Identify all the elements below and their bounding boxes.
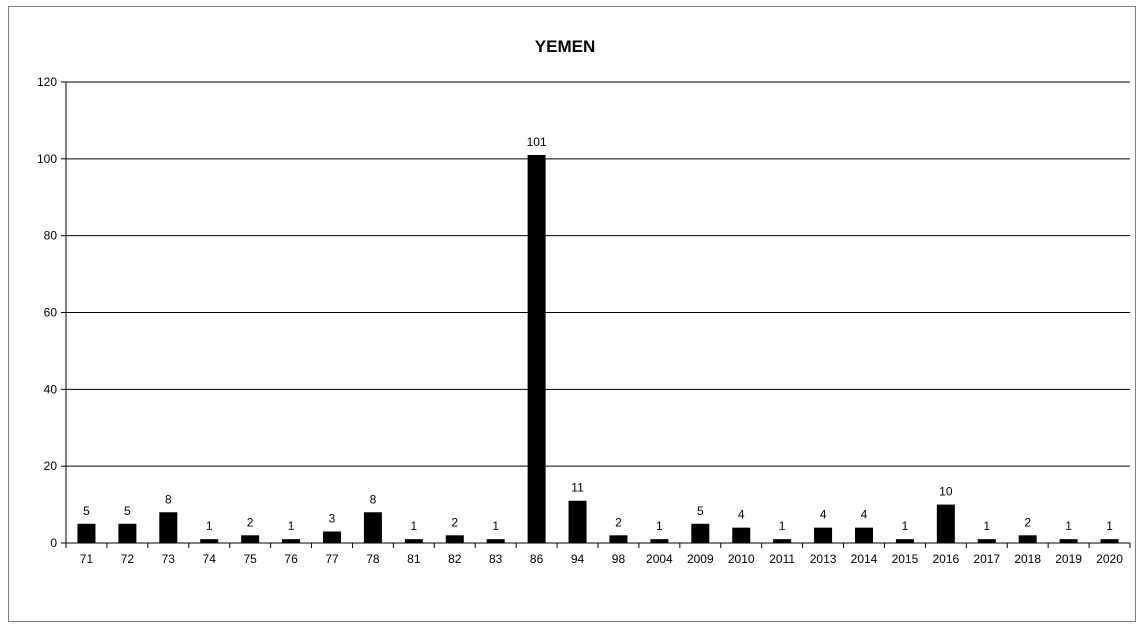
bar [363,512,382,543]
data-label: 10 [939,485,953,499]
data-label: 4 [738,508,745,522]
data-label: 1 [288,519,295,533]
bar [322,531,342,543]
data-label: 11 [571,481,584,495]
bar [404,539,423,543]
bar [159,512,178,543]
x-tick-label: 98 [612,552,626,566]
data-label: 5 [697,504,704,518]
data-label: 1 [492,519,499,533]
x-tick-label: 86 [530,552,544,566]
data-label: 8 [370,492,377,506]
chart-title: YEMEN [535,37,595,56]
bar [241,535,260,543]
x-tick-label: 2013 [810,552,837,566]
bar [732,527,751,543]
y-tick-label: 100 [37,152,57,166]
data-label: 1 [779,519,786,533]
x-tick-label: 76 [284,552,298,566]
bar [118,523,137,543]
data-label: 8 [165,492,172,506]
y-tick-label: 80 [44,229,58,243]
data-label: 5 [124,504,131,518]
x-tick-label: 77 [325,552,339,566]
data-label: 2 [1024,515,1031,529]
x-tick-label: 2017 [973,552,1000,566]
data-label: 5 [83,504,90,518]
x-tick-label: 73 [162,552,176,566]
bar [1059,539,1078,543]
bar [568,500,587,543]
bar [282,539,301,543]
bar [814,527,833,543]
x-tick-label: 2016 [932,552,959,566]
bar [773,539,792,543]
data-label: 1 [902,519,909,533]
x-tick-label: 2020 [1096,552,1123,566]
data-label: 1 [1106,519,1113,533]
data-label: 2 [451,515,458,529]
x-tick-label: 2019 [1055,552,1082,566]
data-label: 1 [656,519,663,533]
data-label: 3 [329,511,336,525]
bar [936,504,955,543]
data-label: 4 [820,508,827,522]
x-tick-label: 2018 [1014,552,1041,566]
bar [445,535,464,543]
x-tick-label: 75 [243,552,257,566]
data-label: 1 [411,519,418,533]
x-tick-label: 94 [571,552,585,566]
y-tick-label: 60 [44,306,58,320]
y-tick-label: 0 [50,536,57,550]
bar [977,539,996,543]
data-label: 101 [527,135,547,149]
bar [200,539,219,543]
x-tick-label: 78 [366,552,380,566]
y-tick-label: 20 [44,459,58,473]
x-tick-label: 74 [203,552,217,566]
x-tick-label: 82 [448,552,462,566]
data-label: 4 [861,508,868,522]
data-label: 2 [247,515,254,529]
bar [854,527,874,543]
bar [895,539,914,543]
x-tick-label: 72 [121,552,135,566]
bar [527,154,546,543]
x-tick-label: 2014 [851,552,878,566]
x-tick-label: 2011 [769,552,795,566]
y-tick-label: 120 [37,75,57,89]
x-tick-label: 2004 [646,552,673,566]
x-tick-label: 2009 [687,552,714,566]
data-label: 1 [983,519,990,533]
x-tick-label: 81 [407,552,421,566]
bar [650,539,669,543]
x-tick-label: 2010 [728,552,755,566]
bar [1018,535,1037,543]
bar [77,523,96,543]
y-tick-label: 40 [44,382,58,396]
bar [691,523,710,543]
x-tick-label: 2015 [892,552,919,566]
x-tick-label: 71 [80,552,94,566]
bar [486,539,505,543]
data-label: 1 [206,519,213,533]
data-label: 2 [615,515,622,529]
bar [1100,539,1119,543]
data-label: 1 [1065,519,1072,533]
x-tick-label: 83 [489,552,503,566]
bar [609,535,628,543]
